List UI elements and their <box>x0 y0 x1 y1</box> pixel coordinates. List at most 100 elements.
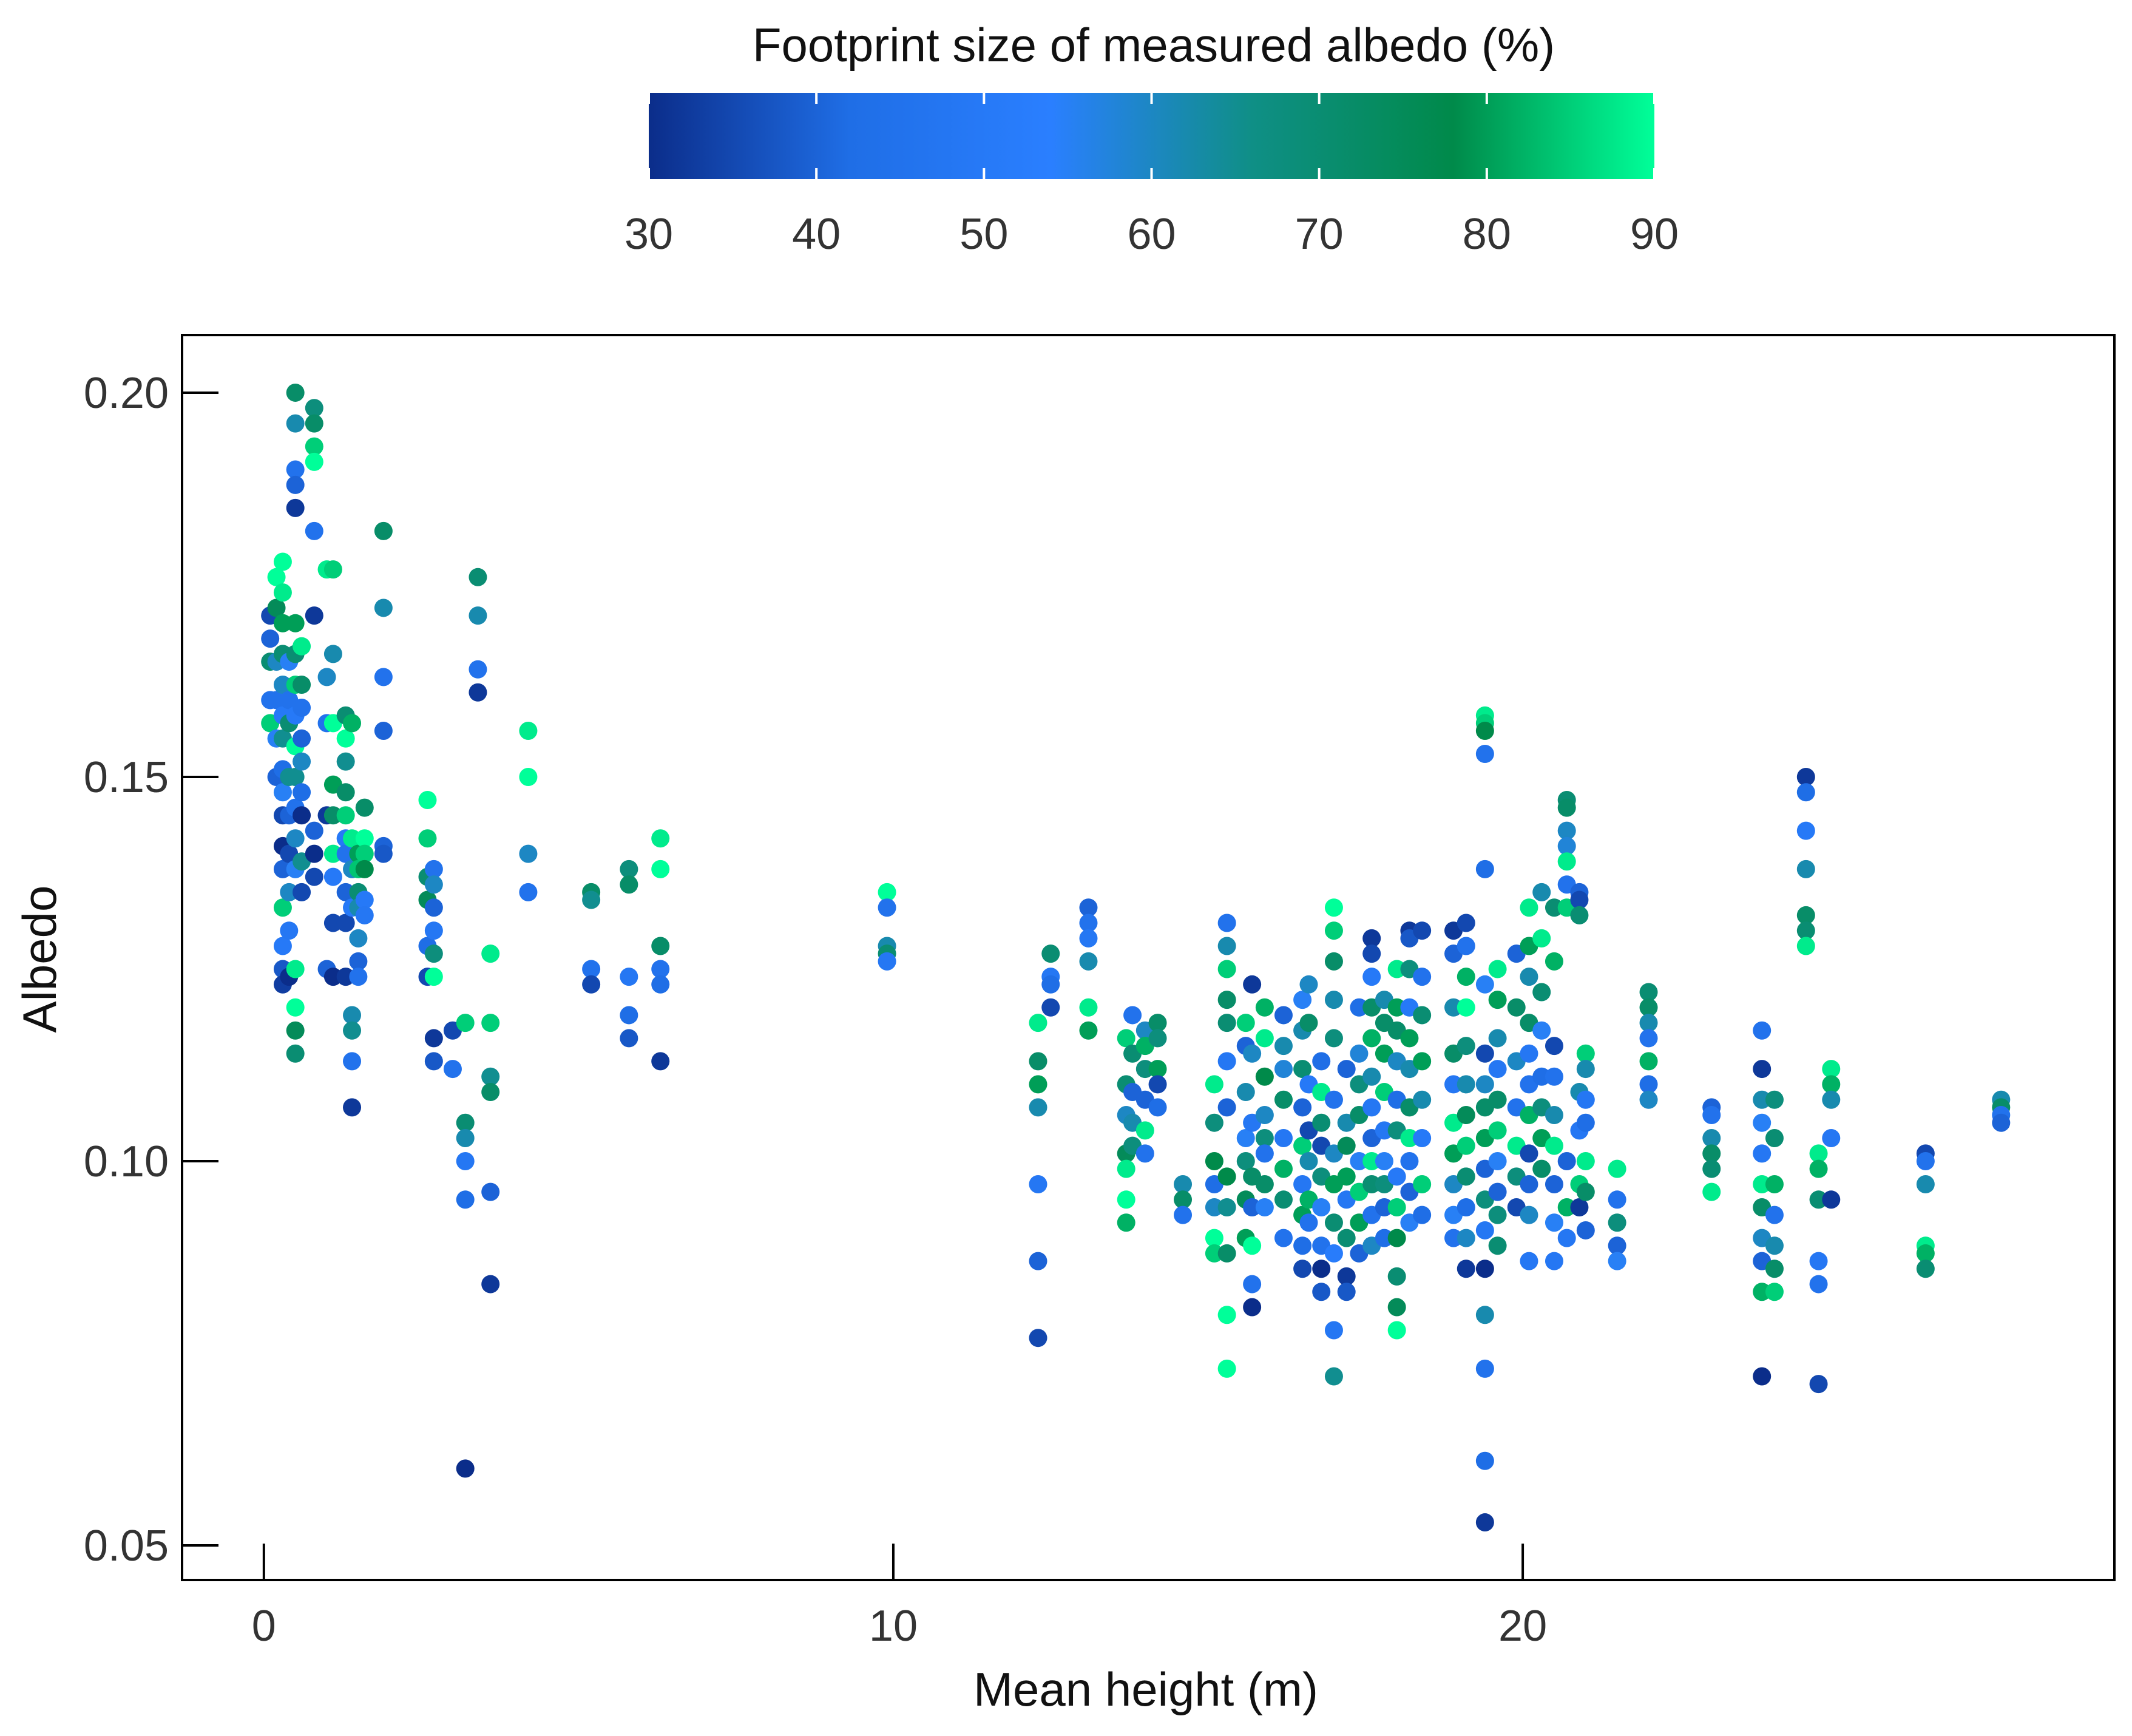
y-tick-label: 0.10 <box>84 1138 169 1186</box>
data-point <box>1457 999 1475 1017</box>
data-point <box>1545 1106 1563 1124</box>
data-point <box>1822 1190 1840 1209</box>
data-point <box>1218 937 1236 955</box>
data-point <box>1702 1106 1721 1124</box>
data-point <box>418 829 436 847</box>
data-point <box>1041 944 1060 963</box>
data-point <box>1545 1213 1563 1232</box>
data-point <box>1325 1321 1343 1340</box>
data-point <box>878 952 896 971</box>
data-point <box>1457 1137 1475 1155</box>
data-point <box>1577 1183 1595 1201</box>
data-point <box>305 606 323 625</box>
data-point <box>1149 1098 1167 1116</box>
data-point <box>1797 822 1815 840</box>
data-point <box>1476 1360 1494 1378</box>
data-point <box>469 683 487 702</box>
data-point <box>1702 1183 1721 1201</box>
data-point <box>343 1052 361 1070</box>
x-tick-label: 20 <box>1498 1602 1547 1650</box>
data-point <box>356 799 374 817</box>
data-point <box>1274 1160 1293 1178</box>
data-point <box>1520 1175 1538 1193</box>
data-point <box>1520 1045 1538 1063</box>
data-point <box>1413 968 1431 986</box>
data-point <box>651 829 669 847</box>
data-point <box>1532 1022 1551 1040</box>
x-axis: 0 10 20 <box>252 1544 1547 1650</box>
data-point <box>1545 1037 1563 1055</box>
data-point <box>1489 1029 1507 1047</box>
data-point <box>1218 1052 1236 1070</box>
data-point <box>1413 1206 1431 1224</box>
data-point <box>1243 1298 1261 1317</box>
data-point <box>1753 1022 1771 1040</box>
data-point <box>1489 1236 1507 1255</box>
data-point <box>1256 1198 1274 1216</box>
data-point <box>1149 1029 1167 1047</box>
data-point <box>1079 952 1097 971</box>
data-point <box>469 606 487 625</box>
data-point <box>1388 1321 1406 1340</box>
data-point <box>1457 1106 1475 1124</box>
x-axis-title: Mean height (m) <box>973 1663 1318 1716</box>
data-point <box>1274 1091 1293 1109</box>
data-point <box>1545 1175 1563 1193</box>
data-point <box>1274 1129 1293 1147</box>
data-point <box>1545 1068 1563 1086</box>
data-point <box>1218 1360 1236 1378</box>
data-point <box>456 1129 475 1147</box>
data-point <box>1413 1091 1431 1109</box>
data-point <box>1243 1045 1261 1063</box>
data-point <box>1325 991 1343 1009</box>
data-point <box>1640 1029 1658 1047</box>
data-point <box>1338 1229 1356 1247</box>
data-point <box>456 1190 475 1209</box>
data-point <box>1243 1275 1261 1294</box>
data-point <box>1299 1213 1318 1232</box>
data-point <box>1256 1175 1274 1193</box>
plot-frame <box>182 335 2114 1580</box>
data-point <box>519 883 537 901</box>
data-point <box>425 1052 443 1070</box>
data-point <box>519 722 537 740</box>
data-point <box>293 806 311 824</box>
data-point <box>1765 1175 1784 1193</box>
data-point <box>1256 1106 1274 1124</box>
data-point <box>305 868 323 886</box>
data-point <box>337 783 355 801</box>
data-point <box>286 614 305 632</box>
data-point <box>1765 1129 1784 1147</box>
data-point <box>1029 1175 1047 1193</box>
data-point <box>1205 1075 1223 1093</box>
data-point <box>1577 1091 1595 1109</box>
data-point <box>1476 1452 1494 1470</box>
data-point <box>1797 783 1815 801</box>
data-point <box>481 1183 499 1201</box>
data-point <box>1810 1160 1828 1178</box>
data-point <box>1362 1029 1381 1047</box>
data-point <box>286 999 305 1017</box>
data-point <box>1029 1252 1047 1270</box>
data-point <box>1917 1175 1935 1193</box>
data-point <box>1256 999 1274 1017</box>
data-point <box>1489 1152 1507 1170</box>
data-point <box>1338 1167 1356 1185</box>
data-point <box>1218 1306 1236 1324</box>
data-point <box>1117 1160 1135 1178</box>
data-point <box>286 499 305 517</box>
x-tick-label: 0 <box>252 1602 276 1650</box>
data-point <box>1117 1213 1135 1232</box>
data-point <box>286 1045 305 1063</box>
data-point <box>1797 937 1815 955</box>
data-point <box>1325 1213 1343 1232</box>
data-point <box>1765 1260 1784 1278</box>
data-point <box>1299 1014 1318 1032</box>
data-point <box>1558 1152 1576 1170</box>
data-point <box>1312 1114 1330 1132</box>
data-point <box>1476 1045 1494 1063</box>
data-point <box>456 1014 475 1032</box>
data-point <box>286 1022 305 1040</box>
data-point <box>1041 999 1060 1017</box>
data-point <box>324 868 342 886</box>
